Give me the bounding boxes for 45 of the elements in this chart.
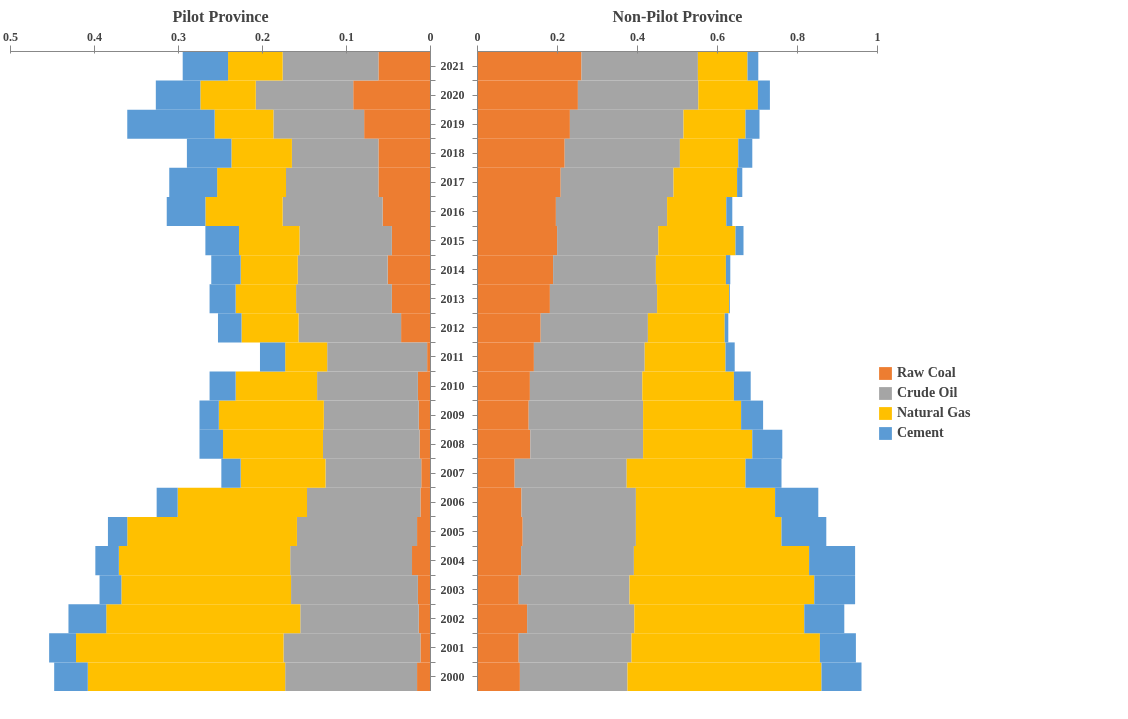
x-tick-label: 0.2 <box>550 29 565 44</box>
x-tick-label: 0.3 <box>171 29 186 44</box>
x-tick-label: 0.1 <box>339 29 354 44</box>
x-tick-label: 0.5 <box>3 29 18 44</box>
y-tick-label: 2016 <box>440 204 465 219</box>
y-tick-label: 2010 <box>440 379 465 394</box>
y-tick-label: 2018 <box>440 146 465 161</box>
y-tick-label: 2003 <box>440 582 465 597</box>
legend-label: Cement <box>897 425 944 441</box>
y-tick-label: 2021 <box>440 59 465 74</box>
y-tick-label: 2008 <box>440 437 465 452</box>
y-tick-label: 2012 <box>440 320 465 335</box>
x-tick-label: 0.6 <box>710 29 725 44</box>
x-tick-label: 0.8 <box>790 29 805 44</box>
x-tick-label: 0.2 <box>255 29 270 44</box>
y-tick-label: 2004 <box>440 553 465 568</box>
y-tick-label: 2014 <box>440 262 465 277</box>
y-tick-label: 2020 <box>440 88 465 103</box>
bar <box>747 51 759 81</box>
chart-title: Non-Pilot Province <box>612 7 743 25</box>
y-tick-label: 2000 <box>440 669 465 684</box>
x-tick-label: 1 <box>874 29 881 44</box>
x-tick-label: 0.4 <box>87 29 102 44</box>
bar <box>259 342 286 372</box>
y-tick-label: 2011 <box>440 349 464 364</box>
bar <box>156 487 178 517</box>
x-tick-label: 0.4 <box>630 29 645 44</box>
legend-label: Crude Oil <box>897 385 958 401</box>
y-tick-label: 2002 <box>440 611 465 626</box>
legend-label: Natural Gas <box>897 405 971 421</box>
y-tick-label: 2005 <box>440 524 465 539</box>
bar <box>735 226 744 256</box>
y-tick-label: 2006 <box>440 495 465 510</box>
y-tick-label: 2017 <box>440 175 465 190</box>
x-tick-label: 0 <box>427 29 434 44</box>
y-tick-label: 2019 <box>440 117 465 132</box>
y-tick-label: 2007 <box>440 466 465 481</box>
x-tick-label: 0 <box>474 29 481 44</box>
y-tick-label: 2015 <box>440 233 465 248</box>
bar <box>726 196 733 227</box>
y-tick-label: 2013 <box>440 291 465 306</box>
y-tick-label: 2009 <box>440 408 465 423</box>
legend-label: Raw Coal <box>897 365 956 381</box>
chart-title: Pilot Province <box>172 7 269 25</box>
y-tick-label: 2001 <box>440 640 465 655</box>
